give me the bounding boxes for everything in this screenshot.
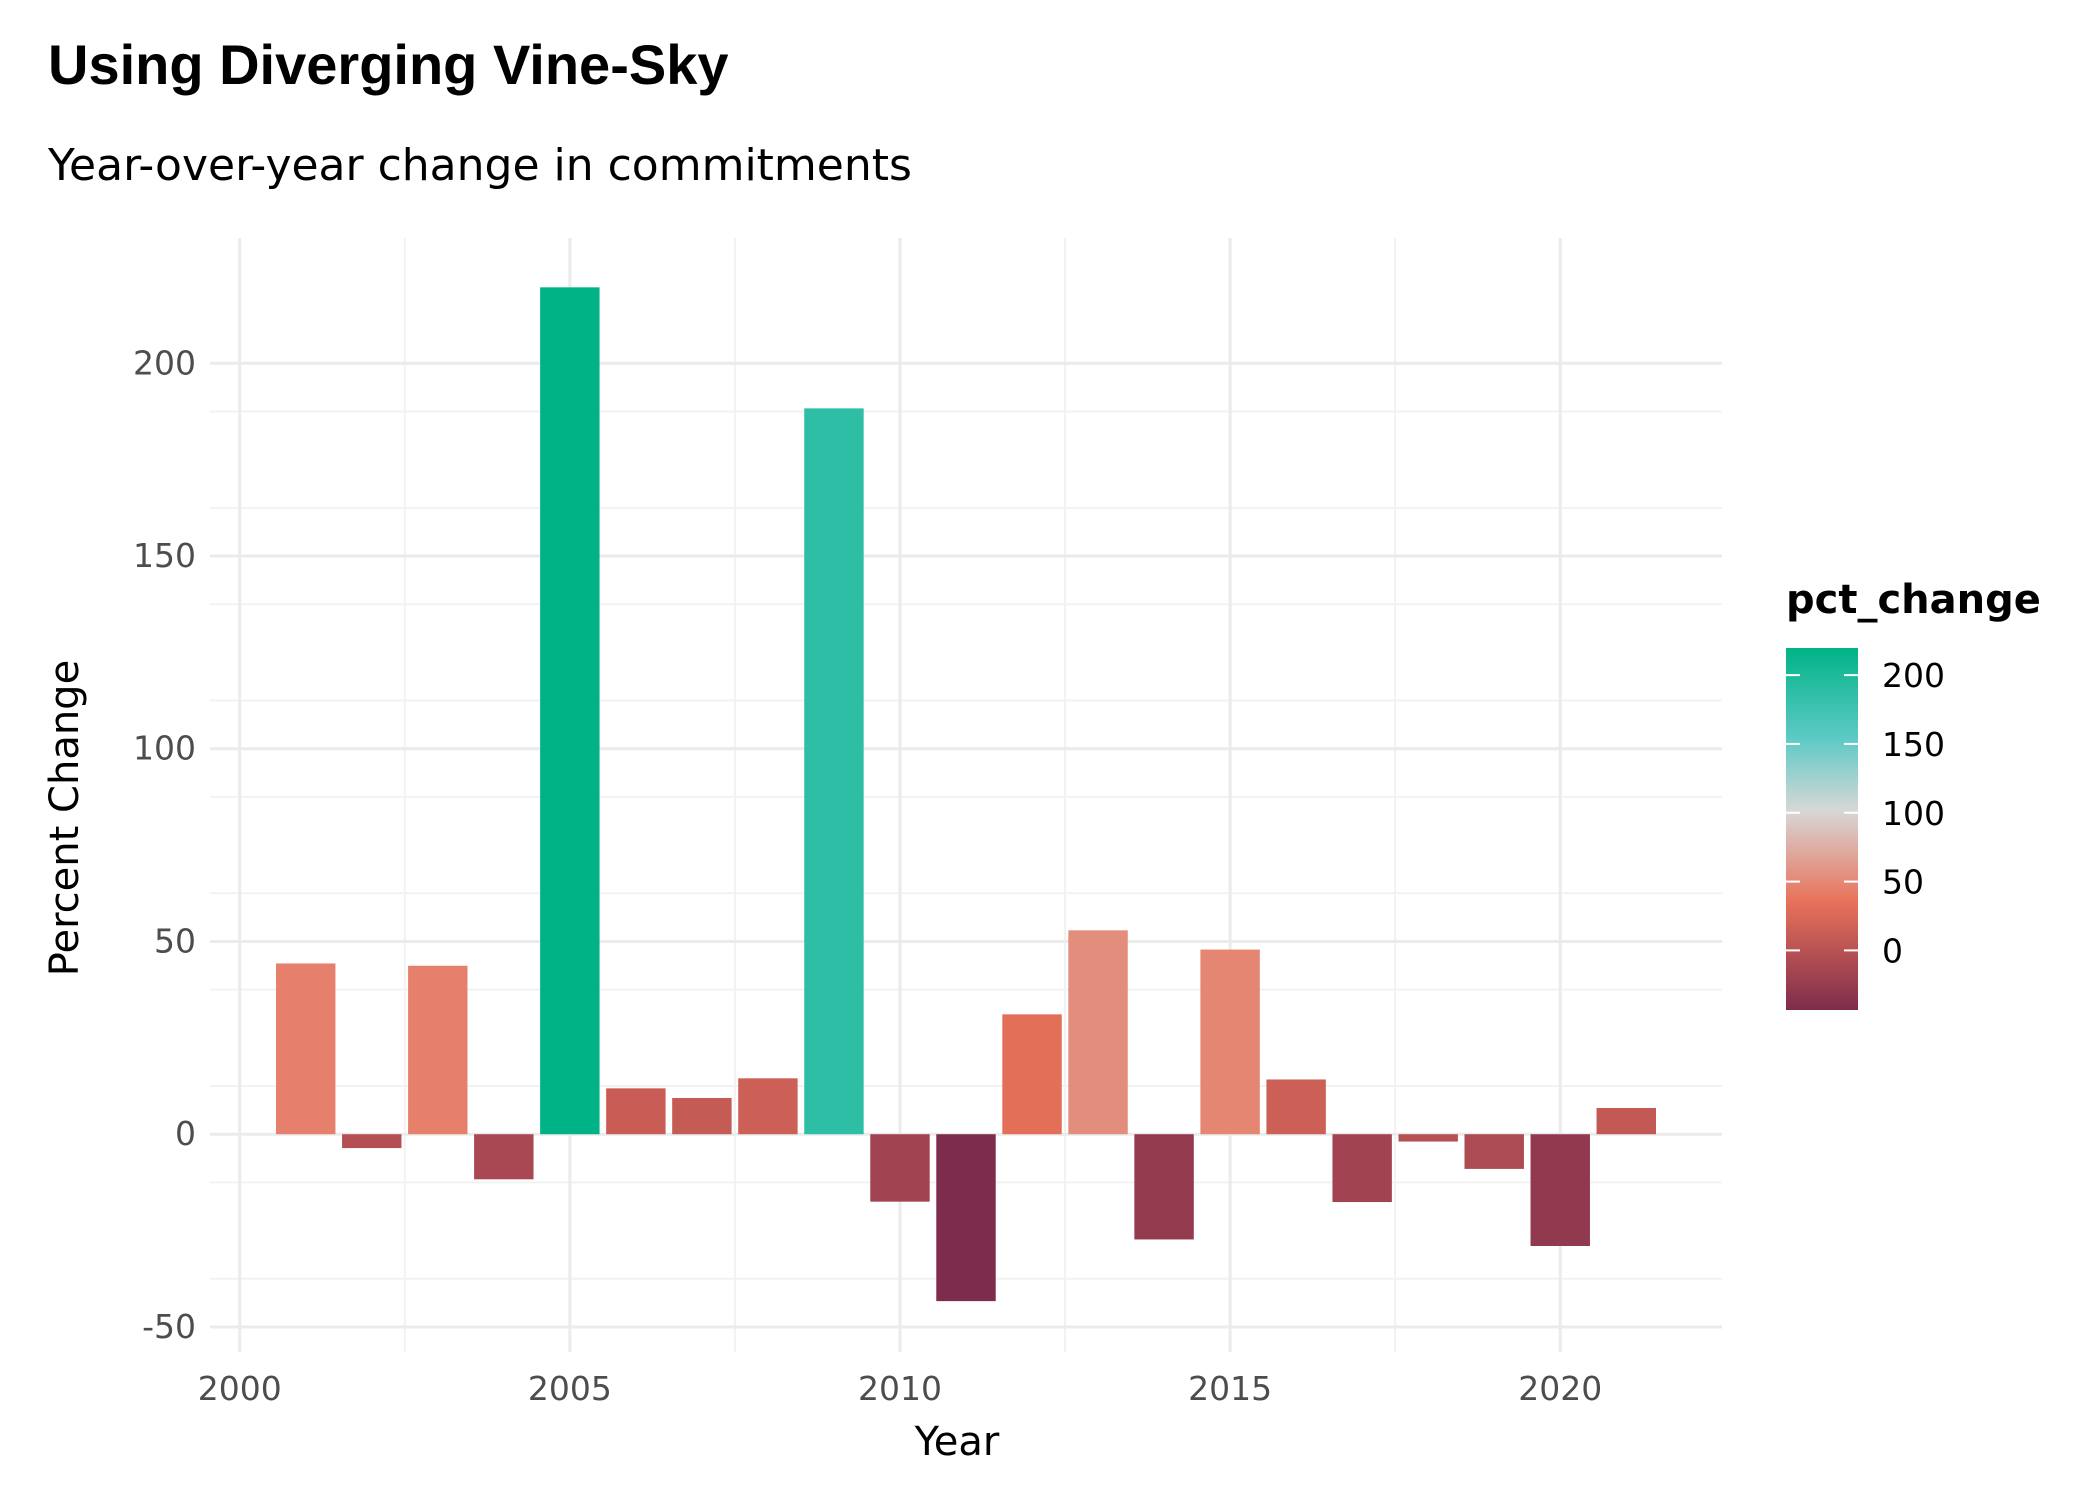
bar-2016: [1266, 1079, 1326, 1135]
bar-2007: [672, 1097, 732, 1135]
y-tick-label: -50: [142, 1307, 196, 1346]
legend-ticks: 0 50 100 150 200: [1786, 656, 1945, 970]
bar-2011: [936, 1134, 996, 1302]
bar-2018: [1398, 1134, 1458, 1142]
x-axis-title: Year: [914, 1419, 1000, 1465]
legend-colorbar: [1786, 648, 1858, 1010]
x-tick-label: 2020: [1518, 1369, 1602, 1408]
bar-2003: [408, 965, 468, 1135]
legend-tick-label: 100: [1882, 794, 1945, 833]
chart-title: Using Diverging Vine-Sky: [48, 33, 729, 96]
legend-tick-label: 0: [1882, 931, 1903, 970]
bar-2009: [804, 408, 864, 1135]
legend-title: pct_change: [1786, 577, 2041, 623]
y-tick-label: 200: [133, 343, 196, 382]
x-tick-label: 2010: [858, 1369, 942, 1408]
bar-2017: [1332, 1134, 1392, 1203]
bar-2002: [342, 1134, 402, 1149]
legend: pct_change 0 50 100 150 200: [1786, 577, 2041, 1010]
bar-2019: [1464, 1134, 1524, 1169]
legend-tick-label: 50: [1882, 863, 1924, 902]
x-tick-label: 2015: [1188, 1369, 1272, 1408]
bar-2020: [1530, 1134, 1590, 1246]
y-tick-label: 100: [133, 729, 196, 768]
y-tick-label: 50: [154, 921, 196, 960]
legend-tick-label: 150: [1882, 725, 1945, 764]
bar-2004: [474, 1134, 534, 1180]
bar-2008: [738, 1078, 798, 1135]
y-tick-label: 0: [175, 1114, 196, 1153]
y-tick-label: 150: [133, 536, 196, 575]
chart-subtitle: Year-over-year change in commitments: [48, 140, 912, 191]
x-tick-label: 2000: [198, 1369, 282, 1408]
bar-2001: [276, 963, 336, 1135]
legend-tick-label: 200: [1882, 656, 1945, 695]
bar-2010: [870, 1134, 930, 1202]
y-axis-title: Percent Change: [42, 660, 88, 976]
y-axis-ticks: -50 0 50 100 150 200: [133, 343, 196, 1346]
bar-2013: [1068, 930, 1128, 1135]
bar-2021: [1596, 1107, 1656, 1135]
bar-2014: [1134, 1134, 1194, 1240]
x-axis-ticks: 2000 2005 2010 2015 2020: [198, 1369, 1603, 1408]
bar-2015: [1200, 949, 1260, 1135]
x-tick-label: 2005: [528, 1369, 612, 1408]
bar-2012: [1002, 1014, 1062, 1135]
bar-2006: [606, 1088, 666, 1135]
bars: [276, 287, 1656, 1302]
bar-2005: [540, 287, 600, 1135]
